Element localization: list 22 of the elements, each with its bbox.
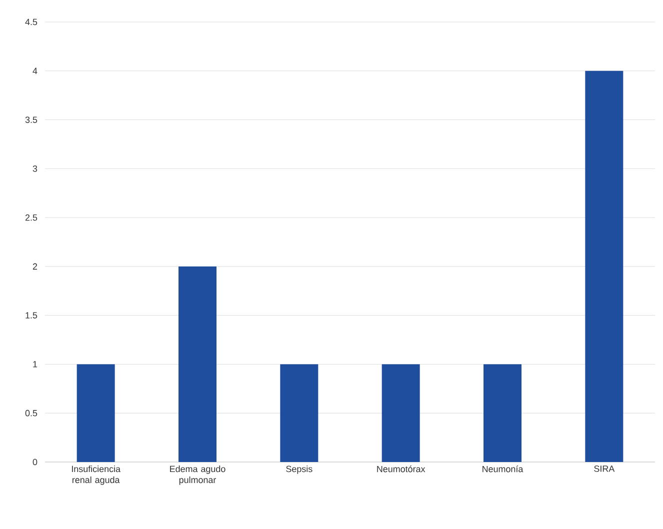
x-tick-label: Sepsis xyxy=(286,466,312,474)
y-tick-label: 1 xyxy=(33,361,38,368)
y-tick-label: 0 xyxy=(32,458,38,466)
bar xyxy=(280,364,318,462)
bar xyxy=(76,364,115,462)
bar xyxy=(382,364,420,462)
y-tick-label: 4.5 xyxy=(25,18,38,26)
y-tick-label: 3.5 xyxy=(25,116,38,123)
x-tick-label: Edema agudo pulmonar xyxy=(170,466,226,485)
bar xyxy=(585,70,624,462)
x-tick-label: Neumotórax xyxy=(377,466,426,472)
y-tick-label: 0.5 xyxy=(25,410,38,416)
y-tick-label: 2 xyxy=(32,263,38,270)
x-tick-label: Insuficiencia renal aguda xyxy=(72,466,120,485)
x-tick-label: SIRA xyxy=(594,466,615,472)
y-tick-label: 2.5 xyxy=(25,214,38,221)
bar xyxy=(484,364,522,462)
y-tick-label: 1.5 xyxy=(26,312,38,318)
x-tick-label: Neumonía xyxy=(482,466,524,472)
y-tick-label: 3 xyxy=(32,165,38,172)
bar xyxy=(178,266,216,462)
y-tick-label: 4 xyxy=(32,68,38,74)
